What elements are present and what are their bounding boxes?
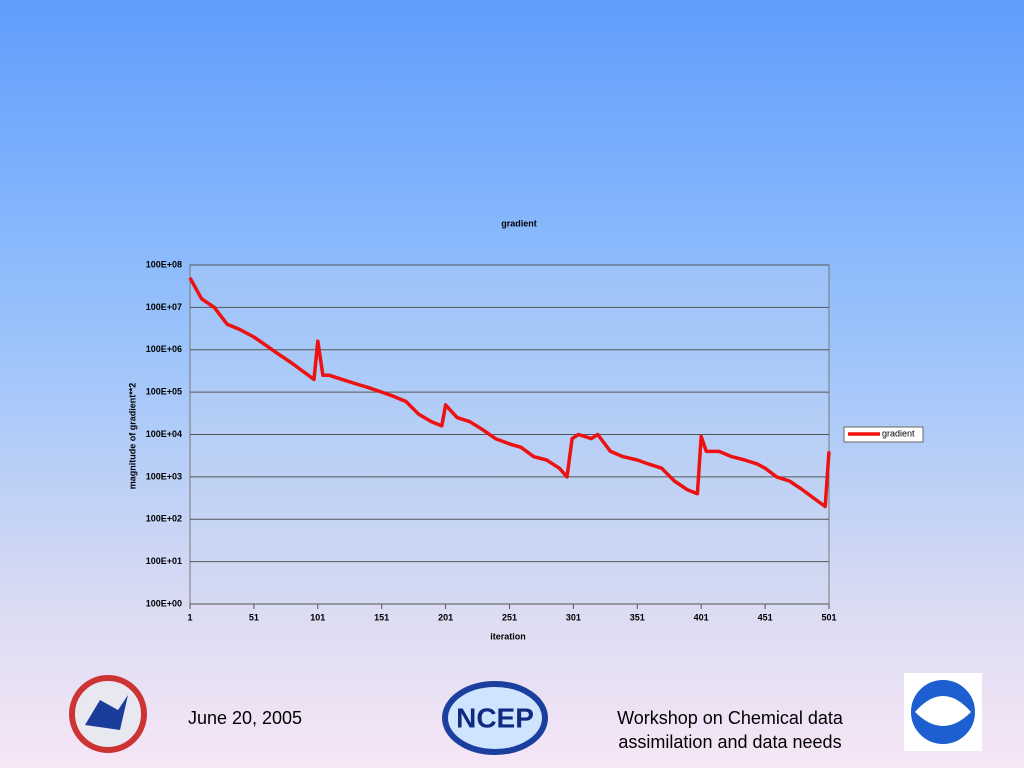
y-tick-label: 100E+07	[146, 302, 182, 312]
ncep-logo	[442, 681, 548, 755]
x-tick-label: 451	[758, 612, 773, 622]
y-axis-label: magnitude of gradient**2	[127, 383, 137, 490]
y-tick-label: 100E+00	[146, 598, 182, 608]
x-tick-label: 401	[694, 612, 709, 622]
y-tick-label: 100E+06	[146, 344, 182, 354]
ncep-logo-text: NCEP	[456, 702, 534, 733]
x-tick-label: 1	[187, 612, 192, 622]
legend	[843, 426, 924, 443]
y-tick-label: 100E+01	[146, 556, 182, 566]
nws-logo-mark	[85, 695, 128, 730]
y-tick-label: 100E+02	[146, 514, 182, 524]
data-line	[188, 276, 831, 509]
noaa-logo-bird	[915, 696, 971, 726]
x-tick-label: 101	[310, 612, 325, 622]
x-tick-label: 251	[502, 612, 517, 622]
y-tick-label: 100E+04	[146, 429, 182, 439]
footer-event: Workshop on Chemical data assimilation a…	[617, 708, 843, 752]
x-tick-label: 151	[374, 612, 389, 622]
x-tick-label: 51	[249, 612, 259, 622]
chart-title: gradient	[501, 218, 537, 228]
x-tick-label: 351	[630, 612, 645, 622]
y-tick-label: 100E+03	[146, 471, 182, 481]
x-tick-label: 501	[821, 612, 836, 622]
x-tick-label: 301	[566, 612, 581, 622]
y-tick-label: 100E+08	[146, 259, 182, 269]
x-axis-label: iteration	[490, 631, 526, 641]
footer-date: June 20, 2005	[187, 708, 303, 728]
legend-label: gradient	[882, 428, 915, 438]
x-tick-label: 201	[438, 612, 453, 622]
y-tick-label: 100E+05	[146, 387, 182, 397]
